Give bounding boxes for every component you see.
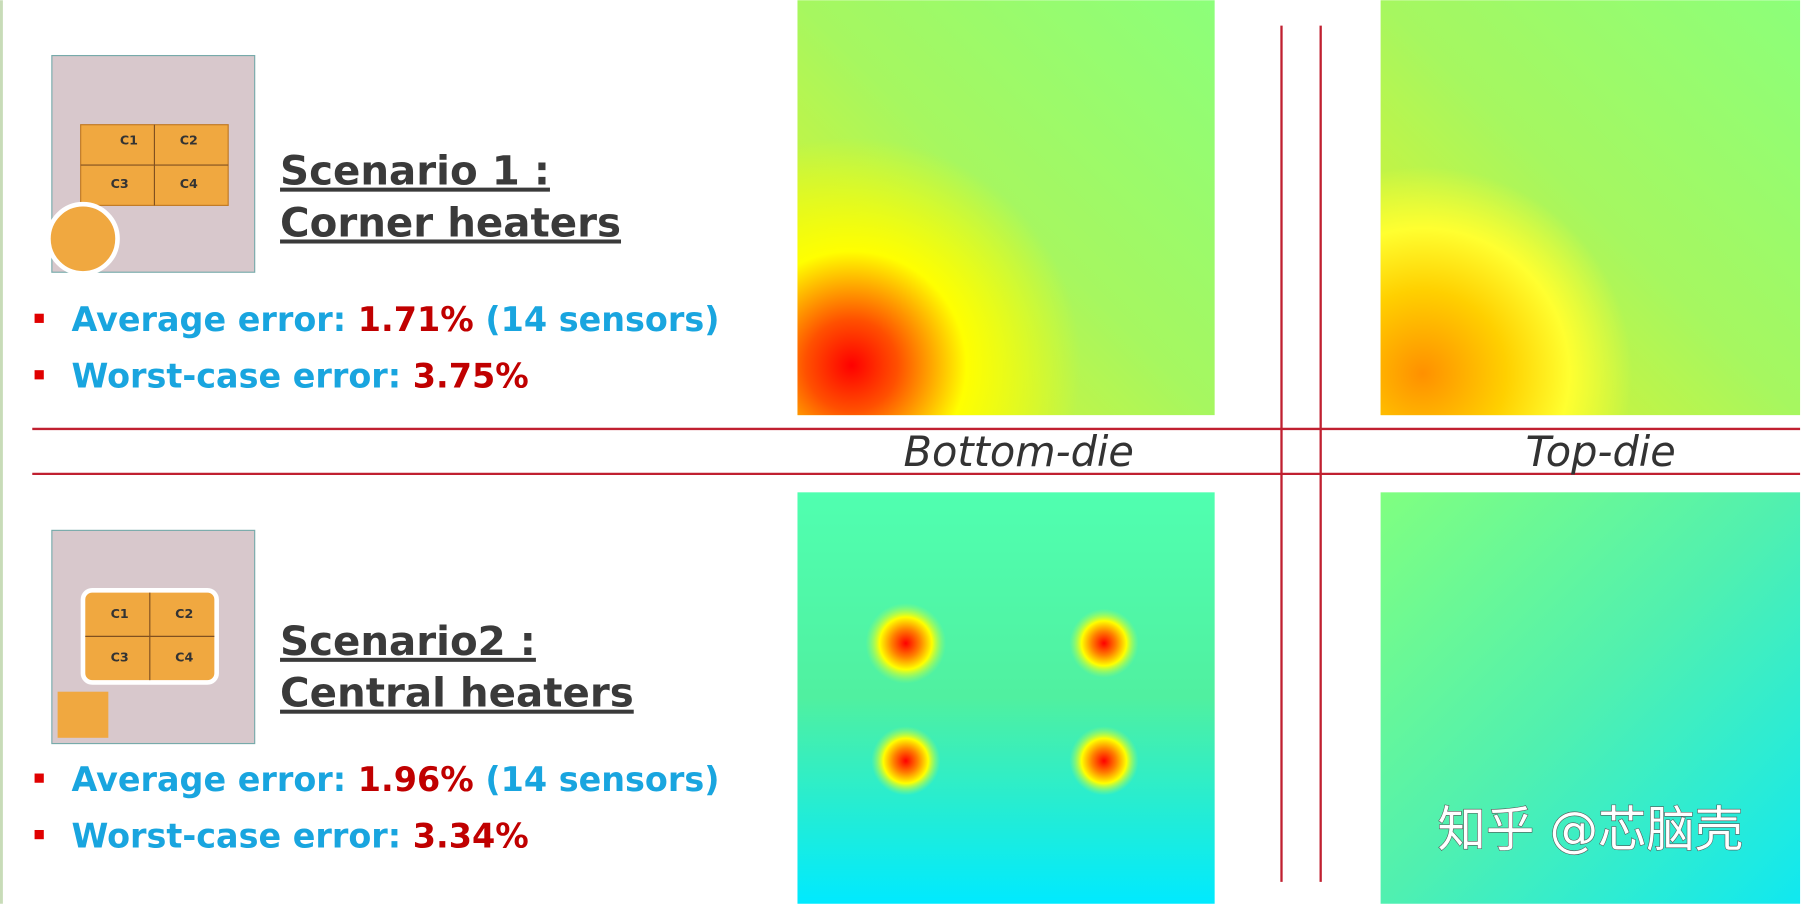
watermark: 知乎 @芯脑壳	[1437, 802, 1743, 858]
hotspot	[1069, 726, 1139, 796]
hotspot	[871, 726, 941, 796]
heatmap	[1380, 492, 1801, 904]
chip-label: C2	[180, 132, 198, 147]
chip-label: C3	[111, 650, 129, 665]
chip-label: C4	[180, 176, 198, 191]
die-label: Top-die	[1526, 427, 1676, 476]
chip-label: C4	[175, 650, 193, 665]
chip-label: C1	[120, 132, 138, 147]
bullet	[34, 370, 44, 380]
bullet-text: Average error: 1.71% (14 sensors)	[71, 300, 719, 339]
scenario: C1 C2 C3 C4 Scenario2 : Central heaters …	[34, 529, 720, 855]
heatmap	[797, 0, 1215, 416]
scenario: C1 C2 C3 C4 Scenario 1 : Corner heaters …	[34, 54, 720, 395]
chip-label: C3	[111, 176, 129, 191]
bullet	[34, 829, 44, 840]
highlight	[46, 201, 120, 276]
chip-label: C2	[175, 606, 193, 621]
scenario-title: Scenario2 :	[280, 618, 536, 665]
scenario-title: Scenario 1 :	[280, 148, 550, 195]
scenario-title: Central heaters	[280, 670, 634, 717]
hotspot	[1069, 608, 1139, 678]
bullet	[34, 313, 44, 323]
scenario-title: Corner heaters	[280, 199, 621, 246]
bullet-text: Worst-case error: 3.34%	[71, 816, 528, 855]
bullet-text: Worst-case error: 3.75%	[71, 356, 528, 395]
chip-label: C1	[111, 606, 129, 621]
die-label: Bottom-die	[904, 427, 1134, 476]
heatmap	[1380, 0, 1801, 416]
dividers	[32, 25, 1801, 882]
heatmaps	[797, 0, 1801, 904]
chip-block	[57, 691, 109, 738]
bullet	[34, 773, 44, 783]
heatmap	[797, 492, 1215, 904]
hotspot	[865, 602, 947, 684]
bullet-text: Average error: 1.96% (14 sensors)	[71, 760, 719, 799]
